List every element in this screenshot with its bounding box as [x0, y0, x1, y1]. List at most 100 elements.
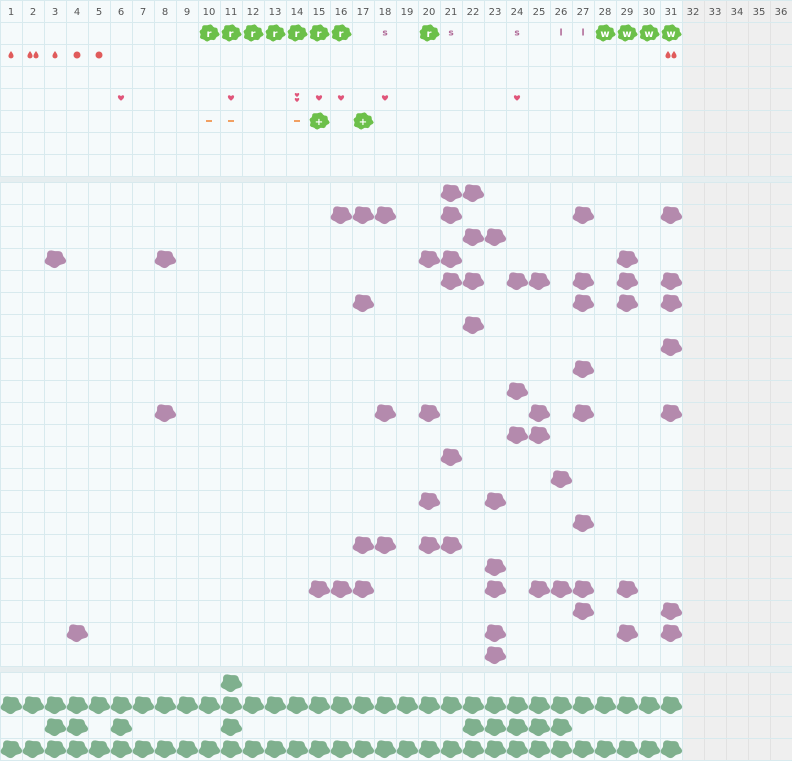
blob — [528, 426, 551, 445]
blob — [308, 740, 331, 759]
blob — [154, 250, 177, 269]
blob — [242, 696, 265, 715]
blob — [572, 294, 595, 313]
blob — [440, 536, 463, 555]
blob — [220, 718, 243, 737]
blob — [264, 696, 287, 715]
heart — [294, 93, 300, 102]
badge-label: r — [295, 29, 300, 40]
blob — [506, 272, 529, 291]
blob — [286, 696, 309, 715]
blob — [374, 740, 397, 759]
blob — [572, 404, 595, 423]
blob — [616, 272, 639, 291]
blob — [528, 740, 551, 759]
column-number: 9 — [184, 7, 190, 18]
column-number: 14 — [291, 7, 304, 18]
badge — [331, 24, 352, 42]
blob — [660, 740, 683, 759]
letter: l — [559, 29, 562, 39]
blob — [22, 740, 45, 759]
blob — [484, 228, 507, 247]
blob — [528, 272, 551, 291]
blob — [110, 740, 133, 759]
blob — [396, 740, 419, 759]
blob — [484, 740, 507, 759]
badge-label: w — [644, 29, 653, 40]
badge — [353, 112, 374, 130]
blob — [572, 602, 595, 621]
section-bg — [0, 0, 682, 22]
blob — [550, 696, 573, 715]
badge — [221, 24, 242, 42]
column-number: 13 — [269, 7, 282, 18]
blob — [110, 696, 133, 715]
blob — [330, 206, 353, 225]
blob — [528, 696, 551, 715]
badge — [287, 24, 308, 42]
blob — [616, 624, 639, 643]
column-number: 2 — [30, 7, 36, 18]
blob — [352, 580, 375, 599]
blob — [176, 696, 199, 715]
blob — [660, 294, 683, 313]
blob — [352, 740, 375, 759]
blob — [660, 696, 683, 715]
blob — [506, 718, 529, 737]
column-number: 15 — [313, 7, 326, 18]
column-number: 10 — [203, 7, 216, 18]
blob — [660, 624, 683, 643]
blob — [660, 272, 683, 291]
badge — [595, 24, 616, 42]
blob — [418, 696, 441, 715]
column-number: 8 — [162, 7, 168, 18]
blob — [572, 696, 595, 715]
blob — [374, 404, 397, 423]
blob — [660, 404, 683, 423]
blob — [616, 580, 639, 599]
badge — [199, 24, 220, 42]
blob — [154, 740, 177, 759]
blob — [484, 624, 507, 643]
blob — [308, 696, 331, 715]
badge-label: r — [273, 29, 278, 40]
blob — [418, 250, 441, 269]
dot — [95, 51, 103, 59]
blob — [484, 646, 507, 665]
drop — [52, 51, 58, 59]
column-number: 5 — [96, 7, 102, 18]
blob — [484, 558, 507, 577]
blob — [572, 272, 595, 291]
column-number: 21 — [445, 7, 458, 18]
blob — [198, 740, 221, 759]
blob — [352, 206, 375, 225]
blob — [154, 404, 177, 423]
blob — [506, 696, 529, 715]
column-number: 17 — [357, 7, 370, 18]
blob — [572, 514, 595, 533]
blob — [88, 740, 111, 759]
badge — [309, 112, 330, 130]
column-number: 27 — [577, 7, 590, 18]
column-number: 4 — [74, 7, 80, 18]
blob — [330, 696, 353, 715]
column-number: 24 — [511, 7, 524, 18]
blob — [44, 740, 67, 759]
blob — [374, 206, 397, 225]
badge-label: r — [427, 29, 432, 40]
blob — [484, 696, 507, 715]
blob — [0, 696, 23, 715]
heart — [513, 95, 521, 101]
dash — [228, 120, 234, 122]
badge — [661, 24, 682, 42]
blob — [440, 184, 463, 203]
blob — [528, 404, 551, 423]
blob — [462, 718, 485, 737]
blob — [660, 602, 683, 621]
blob — [352, 536, 375, 555]
blob — [440, 448, 463, 467]
column-number: 29 — [621, 7, 634, 18]
blob — [220, 674, 243, 693]
inactive-bg — [682, 22, 792, 176]
